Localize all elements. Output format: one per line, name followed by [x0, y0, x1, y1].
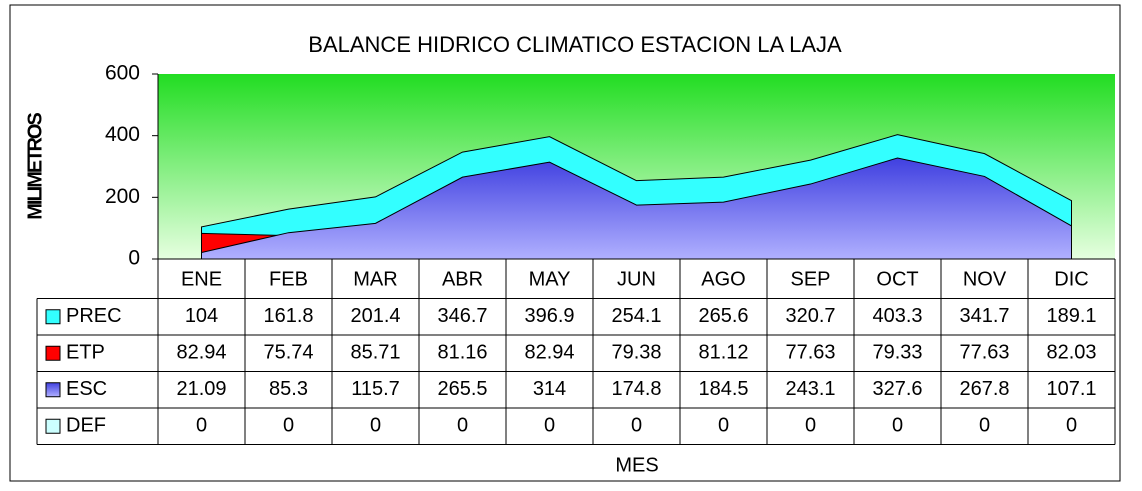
table-value: 327.6	[872, 378, 922, 400]
table-value: 254.1	[611, 305, 661, 327]
x-tick-label: DIC	[1054, 268, 1088, 290]
x-tick-label: OCT	[876, 268, 918, 290]
table-value: 161.8	[263, 305, 313, 327]
table-value: 0	[370, 415, 381, 437]
table-value: 75.74	[263, 342, 313, 364]
table-value: 82.03	[1046, 342, 1096, 364]
x-tick-label: NOV	[963, 268, 1007, 290]
table-value: 0	[979, 415, 990, 437]
table-value: 77.63	[785, 342, 835, 364]
x-tick-label: FEB	[269, 268, 308, 290]
table-value: 0	[544, 415, 555, 437]
table-value: 0	[1066, 415, 1077, 437]
table-value: 85.71	[350, 342, 400, 364]
table-value: 346.7	[437, 305, 487, 327]
table-value: 104	[185, 305, 218, 327]
legend-key	[45, 309, 61, 325]
table-value: 0	[631, 415, 642, 437]
table-value: 0	[283, 415, 294, 437]
legend-key	[45, 382, 61, 398]
table-value: 265.6	[698, 305, 748, 327]
y-tick-label: 200	[105, 185, 140, 208]
y-tick-label: 0	[128, 247, 140, 270]
table-value: 85.3	[269, 378, 308, 400]
x-tick-label: JUN	[617, 268, 656, 290]
table-value: 396.9	[524, 305, 574, 327]
table-value: 184.5	[698, 378, 748, 400]
table-value: 267.8	[959, 378, 1009, 400]
chart-title: BALANCE HIDRICO CLIMATICO ESTACION LA LA…	[308, 32, 842, 57]
table-value: 265.5	[437, 378, 487, 400]
table-value: 81.16	[437, 342, 487, 364]
table-value: 81.12	[698, 342, 748, 364]
table-value: 79.38	[611, 342, 661, 364]
x-tick-label: ENE	[181, 268, 222, 290]
table-value: 77.63	[959, 342, 1009, 364]
table-value: 107.1	[1046, 378, 1096, 400]
table-value: 79.33	[872, 342, 922, 364]
table-value: 115.7	[351, 378, 400, 400]
x-tick-label: MAR	[353, 268, 397, 290]
legend-label: ETP	[66, 342, 105, 364]
table-value: 0	[196, 415, 207, 437]
table-value: 82.94	[524, 342, 574, 364]
table-value: 314	[533, 378, 566, 400]
legend-label: PREC	[66, 305, 122, 327]
table-value: 0	[805, 415, 816, 437]
table-value: 0	[457, 415, 468, 437]
legend-key	[45, 345, 61, 361]
legend-key	[45, 418, 61, 434]
table-value: 0	[892, 415, 903, 437]
table-value: 189.1	[1046, 305, 1096, 327]
y-tick-label: 400	[105, 123, 140, 146]
table-value: 320.7	[785, 305, 835, 327]
x-tick-label: SEP	[790, 268, 830, 290]
table-value: 403.3	[872, 305, 922, 327]
table-value: 243.1	[785, 378, 835, 400]
y-tick-label: 600	[105, 62, 140, 85]
table-value: 174.8	[611, 378, 661, 400]
x-tick-label: MAY	[529, 268, 571, 290]
table-value: 82.94	[176, 342, 226, 364]
legend-label: ESC	[66, 378, 107, 400]
legend-label: DEF	[66, 415, 106, 437]
x-axis-label: MES	[615, 454, 658, 476]
y-axis-label: MILIMETROS	[24, 113, 46, 220]
x-tick-label: ABR	[442, 268, 483, 290]
table-value: 21.09	[176, 378, 226, 400]
table-value: 0	[718, 415, 729, 437]
area	[201, 157, 1072, 260]
table-value: 341.7	[959, 305, 1009, 327]
x-tick-label: AGO	[701, 268, 745, 290]
table-value: 201.4	[350, 305, 400, 327]
